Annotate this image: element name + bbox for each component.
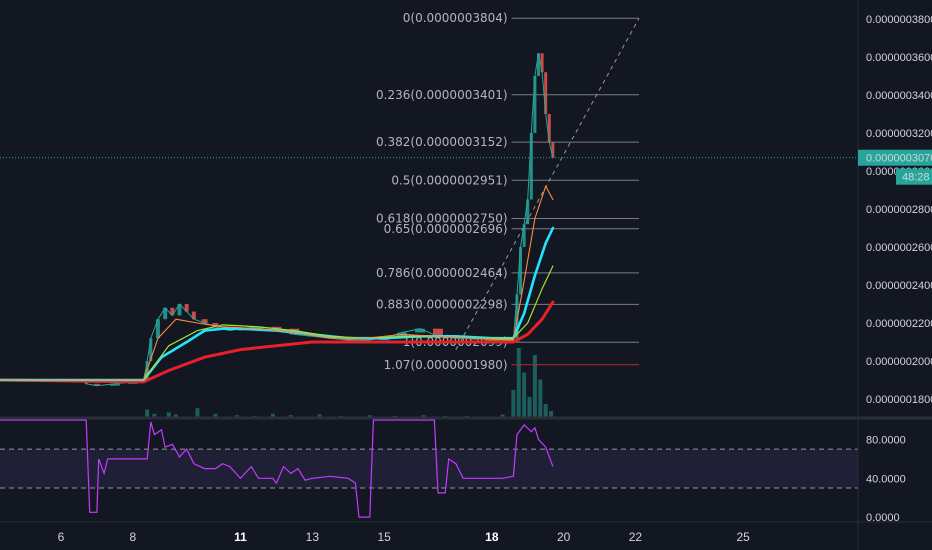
price-candle (397, 332, 408, 339)
price-tick-label: 0.0000003400 (866, 90, 932, 102)
countdown-badge (896, 168, 932, 185)
price-candle (468, 338, 479, 340)
price-candle (212, 323, 219, 327)
price-candle (170, 307, 175, 316)
rsi-axis[interactable]: 80.0000 40.0000 0.0000 (866, 434, 906, 524)
price-candle (529, 133, 533, 200)
volume-bar (511, 390, 516, 418)
volume-bar (549, 411, 554, 418)
price-candle (415, 328, 425, 333)
time-tick-label: 22 (629, 530, 643, 544)
rsi-line[interactable] (0, 419, 554, 518)
price-candle (155, 319, 160, 339)
time-tick-label: 18 (485, 530, 499, 544)
price-candle (177, 304, 182, 316)
fib-level-label: 0(0.0000003804) (403, 11, 508, 25)
price-axis[interactable]: 0.0000003800 0.0000003600 0.0000003400 0.00… (866, 14, 932, 406)
volume-bar (500, 414, 505, 418)
time-tick-label: 20 (557, 530, 571, 544)
price-candle (544, 72, 548, 114)
fib-level-label: 0.236(0.0000003401) (376, 88, 508, 102)
price-tick-label: 0.0000003600 (866, 52, 932, 64)
fib-level-label: 0.382(0.0000003152) (376, 135, 508, 149)
price-tick-label: 0.0000002800 (866, 204, 932, 216)
projection-dashed-line[interactable] (455, 17, 640, 350)
price-tick-label: 0.0000003800 (866, 14, 932, 26)
price-tick-label: 0.0000002000 (866, 356, 932, 368)
volume-bar (145, 409, 150, 418)
price-candle (515, 294, 519, 341)
time-tick-label: 25 (736, 530, 750, 544)
time-tick-label: 6 (58, 530, 65, 544)
volume-bar (543, 404, 548, 418)
rsi-tick-label: 80.0000 (866, 434, 906, 446)
price-candle (547, 114, 551, 143)
price-candle (522, 224, 526, 247)
volume-bar (516, 348, 521, 418)
price-candle (109, 383, 120, 386)
rsi-pane[interactable] (0, 419, 858, 518)
price-candle (184, 304, 189, 312)
time-tick-label: 15 (377, 530, 391, 544)
price-tick-label: 0.0000001800 (866, 394, 932, 406)
volume-bar (538, 379, 543, 418)
time-tick-label: 8 (129, 530, 136, 544)
price-tick-label: 0.0000002400 (866, 280, 932, 292)
price-candle (433, 328, 443, 337)
time-tick-label: 11 (234, 530, 247, 544)
rsi-band-fill (0, 449, 858, 488)
volume-bar (527, 397, 532, 418)
current-price-badge (858, 149, 932, 166)
fib-level-label: 0.786(0.0000002464) (376, 266, 508, 280)
moving-average-line[interactable] (0, 300, 555, 384)
fib-level-label: 0.65(0.0000002696) (384, 222, 508, 236)
price-tick-label: 0.0000003200 (866, 128, 932, 140)
volume-bar (532, 355, 537, 418)
price-candle (551, 142, 555, 158)
price-candle (201, 319, 208, 323)
rsi-tick-label: 40.0000 (866, 473, 906, 485)
price-candle (253, 326, 264, 329)
fib-level-label: 0.883(0.0000002298) (376, 297, 508, 311)
price-candle (536, 53, 540, 76)
volume-bar (152, 413, 157, 418)
volume-bar (195, 408, 200, 418)
price-candle (519, 247, 523, 295)
price-candle (93, 383, 100, 386)
price-badges: 0.0000003070 48:28 (858, 149, 932, 185)
price-pane[interactable]: 0(0.0000003804) 0.236(0.0000003401) 0.382(… (0, 11, 858, 418)
moving-average-line[interactable] (0, 185, 554, 381)
price-candle (540, 53, 544, 73)
volume-bar (270, 413, 275, 418)
price-tick-label: 0.0000002600 (866, 242, 932, 254)
volume-bar (213, 413, 218, 418)
price-candle (149, 338, 153, 361)
moving-average-line[interactable] (0, 265, 554, 381)
price-candle (526, 199, 530, 225)
volume-bar (173, 414, 178, 418)
current-price-label: 0.0000003070 (866, 153, 932, 165)
price-candle (191, 311, 196, 320)
time-axis[interactable]: 6 8 11 13 15 18 20 22 25 (58, 530, 750, 544)
volume-bar (522, 372, 527, 418)
price-candle (163, 307, 168, 320)
price-line (0, 53, 554, 387)
volume-bar (317, 414, 322, 418)
price-candle (271, 326, 282, 329)
rsi-tick-label: 0.0000 (866, 512, 900, 524)
fib-level-label: 0.5(0.0000002951) (391, 173, 507, 187)
time-tick-label: 13 (306, 530, 320, 544)
fib-level-label: 1.07(0.0000001980) (384, 358, 508, 372)
price-tick-label: 0.0000002200 (866, 318, 932, 330)
fib-level-label: 0.618(0.0000002750) (376, 212, 508, 226)
volume-bar (166, 412, 171, 418)
countdown-label: 48:28 (902, 172, 930, 184)
price-candle (533, 76, 537, 133)
